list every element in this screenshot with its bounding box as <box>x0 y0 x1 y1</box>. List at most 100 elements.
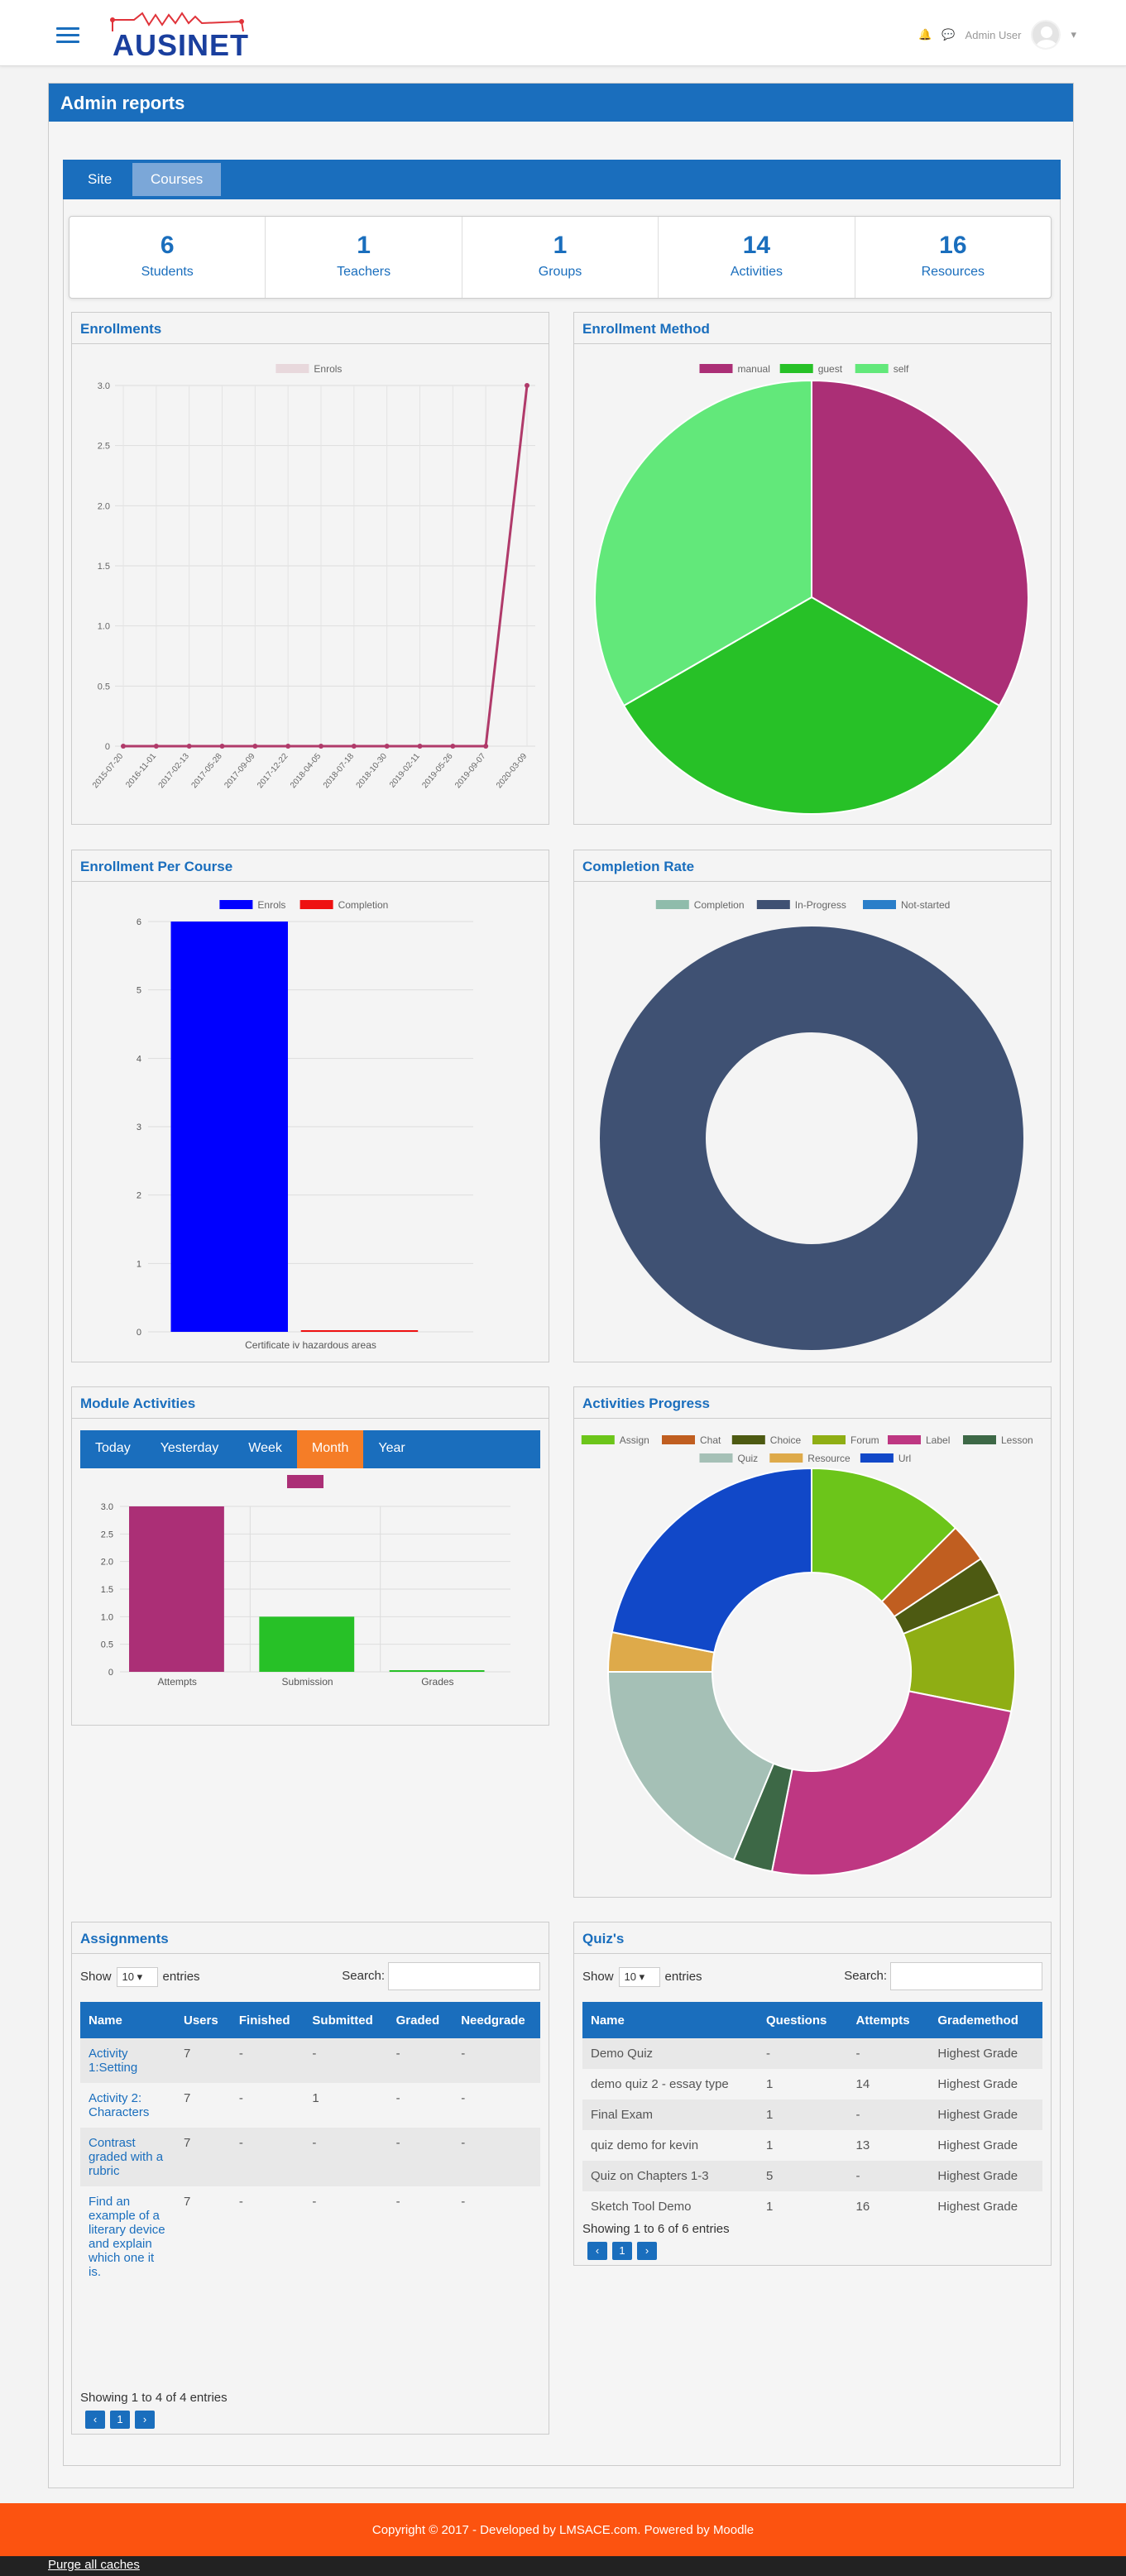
x-tick-label: 2018-10-30 <box>355 752 390 791</box>
x-tick-label: Attempts <box>158 1676 197 1688</box>
cell-questions: - <box>758 2038 848 2069</box>
y-tick-label: 3.0 <box>98 381 110 391</box>
y-tick-label: 0 <box>108 1668 113 1678</box>
search-input[interactable] <box>890 1962 1042 1990</box>
cell-needgrade: - <box>461 2195 466 2209</box>
bell-icon[interactable]: 🔔 <box>918 28 932 41</box>
col-submitted[interactable]: Submitted <box>304 2002 388 2038</box>
col-questions[interactable]: Questions <box>758 2002 848 2038</box>
data-point <box>525 383 529 388</box>
y-tick-label: 1.5 <box>98 562 110 572</box>
assignment-link[interactable]: Activity 2: Characters <box>89 2091 150 2119</box>
length-select[interactable]: 10 ▾ <box>116 1967 158 1987</box>
stat-activities[interactable]: 14 Activities <box>659 217 855 298</box>
avatar[interactable] <box>1031 20 1061 50</box>
assignment-link[interactable]: Find an example of a literary device and… <box>89 2195 165 2279</box>
cell-finished: - <box>238 2091 243 2105</box>
activities-progress-chart: Assign Chat Choice Forum Label Lesson Quiz Reso… <box>581 1434 1033 1876</box>
legend-swatch <box>276 364 309 373</box>
stat-teachers[interactable]: 1 Teachers <box>266 217 462 298</box>
page-button[interactable]: 1 <box>110 2411 130 2429</box>
stat-groups[interactable]: 1 Groups <box>462 217 659 298</box>
search-label: Search: <box>844 1968 887 1983</box>
menu-icon[interactable] <box>56 27 79 44</box>
tab-month[interactable]: Month <box>296 1430 364 1468</box>
purge-caches-link[interactable]: Purge all caches <box>48 2558 140 2572</box>
tab-courses[interactable]: Courses <box>132 163 222 196</box>
legend-label: Completion <box>338 899 389 911</box>
enrollment-method-card: Enrollment Method manual guest self <box>573 312 1052 825</box>
cell-name: Demo Quiz <box>582 2038 758 2069</box>
next-page-button[interactable]: › <box>135 2411 155 2429</box>
y-tick-label: 5 <box>137 986 141 996</box>
x-tick-label: 2016-11-01 <box>124 752 158 790</box>
legend-swatch <box>731 1435 765 1444</box>
cell-attempts: 13 <box>855 2138 870 2152</box>
period-tabs: Today Yesterday Week Month Year <box>80 1430 540 1468</box>
cell-grademethod: Highest Grade <box>929 2038 1042 2069</box>
enrollments-chart: Enrols 0 0.5 1.0 1.5 2.0 2.5 3.0 2015-07-202016-… <box>91 363 535 791</box>
cell-grademethod: Highest Grade <box>937 2077 1018 2091</box>
assignment-link[interactable]: Contrast graded with a rubric <box>89 2136 164 2178</box>
cell-grademethod: Highest Grade <box>937 2200 1018 2214</box>
user-menu[interactable]: 🔔 💬 Admin User ▾ <box>918 20 1076 50</box>
quizzes-card: Quiz's Show 10 ▾ entries Search: Name Ques… <box>573 1922 1052 2266</box>
data-point <box>153 744 159 749</box>
stat-resources[interactable]: 16 Resources <box>855 217 1051 298</box>
length-select[interactable]: 10 ▾ <box>618 1967 660 1987</box>
stat-value: 14 <box>742 232 771 259</box>
tab-year[interactable]: Year <box>378 1441 405 1455</box>
legend-label: self <box>894 363 909 375</box>
col-graded[interactable]: Graded <box>387 2002 453 2038</box>
legend-label: Resource <box>807 1453 850 1464</box>
col-name[interactable]: Name <box>80 2002 175 2038</box>
stat-value: 16 <box>939 232 967 259</box>
y-tick-label: 3 <box>137 1123 141 1132</box>
chat-icon[interactable]: 💬 <box>942 28 956 41</box>
x-tick-label: 2019-02-11 <box>388 752 422 790</box>
tab-yesterday[interactable]: Yesterday <box>160 1441 219 1455</box>
length-control: Show 10 ▾ entries <box>582 1967 702 1987</box>
show-label: Show <box>582 1969 614 1984</box>
col-users[interactable]: Users <box>175 2002 231 2038</box>
legend-swatch <box>287 1475 323 1488</box>
user-name[interactable]: Admin User <box>965 28 1022 41</box>
stat-value: 6 <box>160 232 175 259</box>
tab-week[interactable]: Week <box>248 1441 282 1455</box>
cell-attempts: - <box>847 2038 930 2069</box>
quizzes-table: Name Questions Attempts Grademethod Demo… <box>582 2002 1042 2222</box>
col-name[interactable]: Name <box>582 2002 758 2038</box>
page-button[interactable]: 1 <box>612 2242 632 2260</box>
legend-label: Completion <box>694 899 745 911</box>
assignment-link[interactable]: Activity 1:Setting <box>89 2047 138 2075</box>
table-row: Sketch Tool Demo 1 16 Highest Grade <box>582 2191 1042 2222</box>
y-tick-label: 6 <box>137 917 141 927</box>
stat-label: Activities <box>730 265 783 279</box>
data-point <box>186 744 192 749</box>
cell-finished: - <box>238 2195 243 2209</box>
x-tick-label: 2018-04-05 <box>289 752 323 791</box>
stat-students[interactable]: 6 Students <box>69 217 266 298</box>
tab-site[interactable]: Site <box>88 171 113 187</box>
tab-today[interactable]: Today <box>95 1441 131 1455</box>
chevron-down-icon[interactable]: ▾ <box>1071 28 1076 41</box>
col-finished[interactable]: Finished <box>230 2002 304 2038</box>
col-attempts[interactable]: Attempts <box>847 2002 930 2038</box>
table-row: demo quiz 2 - essay type 1 14 Highest Grade <box>582 2069 1042 2100</box>
prev-page-button[interactable]: ‹ <box>85 2411 105 2429</box>
cell-users: 7 <box>184 2091 191 2105</box>
logo-text: AUSINET <box>113 28 250 62</box>
table-row: Activity 2: Characters 7 - 1 - - <box>80 2083 540 2128</box>
cell-graded: - <box>387 2128 453 2186</box>
pie-slice <box>606 1671 775 1861</box>
prev-page-button[interactable]: ‹ <box>587 2242 607 2260</box>
col-needgrade[interactable]: Needgrade <box>453 2002 540 2038</box>
next-page-button[interactable]: › <box>637 2242 657 2260</box>
legend-swatch <box>860 1453 894 1463</box>
card-title: Completion Rate <box>574 850 1051 882</box>
site-logo[interactable]: AUSINET <box>109 12 250 62</box>
table-controls: Show 10 ▾ entries Search: <box>80 1962 540 1992</box>
enrollment-per-course-chart: Enrols Completion 0 1 2 3 4 5 6 Certificate iv ha… <box>137 899 473 1351</box>
search-input[interactable] <box>388 1962 540 1990</box>
col-grademethod[interactable]: Grademethod <box>929 2002 1042 2038</box>
